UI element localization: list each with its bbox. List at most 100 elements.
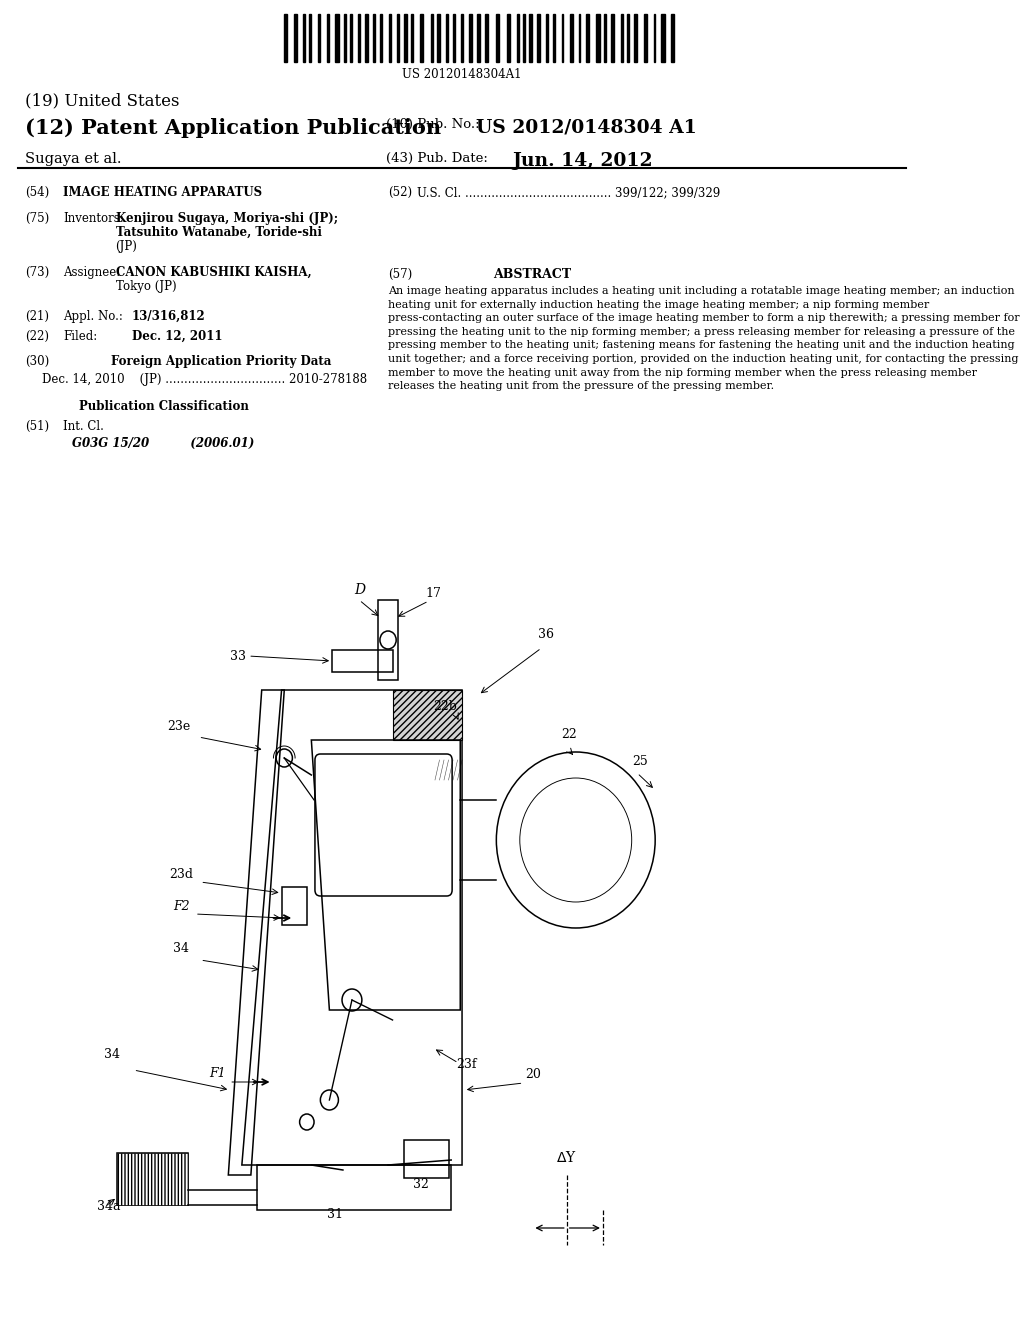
Bar <box>662 15 665 62</box>
Text: (19) United States: (19) United States <box>26 92 180 110</box>
Text: 20: 20 <box>525 1068 541 1081</box>
Bar <box>461 15 464 62</box>
Bar <box>378 601 398 680</box>
Bar <box>380 15 383 62</box>
Bar <box>420 15 424 62</box>
Text: Kenjirou Sugaya, Moriya-shi (JP);: Kenjirou Sugaya, Moriya-shi (JP); <box>116 213 338 224</box>
Text: 31: 31 <box>327 1208 343 1221</box>
Bar <box>610 15 614 62</box>
Bar <box>579 15 580 62</box>
Text: Publication Classification: Publication Classification <box>80 400 249 413</box>
Text: (22): (22) <box>26 330 49 343</box>
Bar <box>396 15 399 62</box>
Text: (12) Patent Application Publication: (12) Patent Application Publication <box>26 117 441 139</box>
Text: 34: 34 <box>173 942 189 954</box>
Text: F2: F2 <box>173 900 189 913</box>
Bar <box>496 15 500 62</box>
Polygon shape <box>392 690 462 741</box>
Bar <box>344 15 346 62</box>
Text: 23e: 23e <box>167 719 190 733</box>
Bar <box>537 15 540 62</box>
Bar <box>257 1166 452 1210</box>
Text: Sugaya et al.: Sugaya et al. <box>26 152 122 166</box>
Bar <box>412 15 413 62</box>
Text: (52): (52) <box>388 186 413 199</box>
Bar <box>477 15 480 62</box>
Bar <box>561 15 563 62</box>
Text: An image heating apparatus includes a heating unit including a rotatable image h: An image heating apparatus includes a he… <box>388 286 1020 391</box>
Text: US 20120148304A1: US 20120148304A1 <box>402 69 522 81</box>
Bar <box>294 15 297 62</box>
Text: (43) Pub. Date:: (43) Pub. Date: <box>386 152 488 165</box>
Text: Dec. 14, 2010    (JP) ................................ 2010-278188: Dec. 14, 2010 (JP) .....................… <box>42 374 367 385</box>
Text: $\Delta$Y: $\Delta$Y <box>556 1150 577 1166</box>
Bar <box>523 15 525 62</box>
Bar <box>570 15 573 62</box>
Text: (30): (30) <box>26 355 49 368</box>
Text: Jun. 14, 2012: Jun. 14, 2012 <box>513 152 653 170</box>
Text: 22b: 22b <box>433 700 457 713</box>
Bar <box>317 15 321 62</box>
Text: IMAGE HEATING APPARATUS: IMAGE HEATING APPARATUS <box>63 186 262 199</box>
Bar <box>332 649 393 672</box>
Bar <box>671 15 674 62</box>
Bar <box>303 15 305 62</box>
Bar <box>357 15 360 62</box>
Bar <box>653 15 655 62</box>
Bar <box>587 15 590 62</box>
Bar <box>403 15 407 62</box>
Text: Dec. 12, 2011: Dec. 12, 2011 <box>132 330 222 343</box>
Bar <box>285 15 287 62</box>
Bar <box>118 1152 187 1205</box>
Bar <box>529 15 531 62</box>
Bar <box>282 887 307 925</box>
Text: 17: 17 <box>425 587 441 601</box>
Bar <box>546 15 548 62</box>
Text: Inventors:: Inventors: <box>63 213 124 224</box>
Text: 33: 33 <box>230 649 246 663</box>
Text: 23d: 23d <box>170 869 194 880</box>
Text: (73): (73) <box>26 267 49 279</box>
Bar <box>431 15 433 62</box>
Text: 34a: 34a <box>97 1200 121 1213</box>
Bar <box>373 15 375 62</box>
Text: U.S. Cl. ....................................... 399/122; 399/329: U.S. Cl. ...............................… <box>417 186 720 199</box>
Text: 25: 25 <box>632 755 647 768</box>
Text: 34: 34 <box>103 1048 120 1061</box>
Bar <box>634 15 637 62</box>
Text: 22: 22 <box>561 729 578 741</box>
Text: (57): (57) <box>388 268 413 281</box>
Bar <box>553 15 555 62</box>
Bar <box>644 15 647 62</box>
Text: G03G 15/20          (2006.01): G03G 15/20 (2006.01) <box>73 437 254 450</box>
Bar <box>118 1152 187 1205</box>
Text: 32: 32 <box>414 1177 429 1191</box>
Bar <box>446 15 447 62</box>
Bar <box>484 15 488 62</box>
Bar <box>453 15 455 62</box>
Text: (JP): (JP) <box>116 240 137 253</box>
Bar <box>437 15 440 62</box>
Text: (21): (21) <box>26 310 49 323</box>
Text: 36: 36 <box>538 628 554 642</box>
Text: D: D <box>353 583 365 597</box>
Text: Appl. No.:: Appl. No.: <box>63 310 123 323</box>
Text: (54): (54) <box>26 186 49 199</box>
Text: Int. Cl.: Int. Cl. <box>63 420 104 433</box>
Text: US 2012/0148304 A1: US 2012/0148304 A1 <box>476 117 697 136</box>
Text: (51): (51) <box>26 420 49 433</box>
Text: 23f: 23f <box>456 1059 476 1071</box>
Bar <box>404 1140 450 1177</box>
Text: Filed:: Filed: <box>63 330 97 343</box>
Bar <box>621 15 623 62</box>
Bar <box>507 15 510 62</box>
Bar <box>389 15 391 62</box>
Text: (75): (75) <box>26 213 49 224</box>
Text: Foreign Application Priority Data: Foreign Application Priority Data <box>111 355 332 368</box>
Bar <box>604 15 606 62</box>
Text: (10) Pub. No.:: (10) Pub. No.: <box>386 117 480 131</box>
Text: Tatsuhito Watanabe, Toride-shi: Tatsuhito Watanabe, Toride-shi <box>116 226 322 239</box>
Bar <box>517 15 519 62</box>
Text: CANON KABUSHIKI KAISHA,: CANON KABUSHIKI KAISHA, <box>116 267 311 279</box>
Text: F1: F1 <box>209 1067 226 1080</box>
